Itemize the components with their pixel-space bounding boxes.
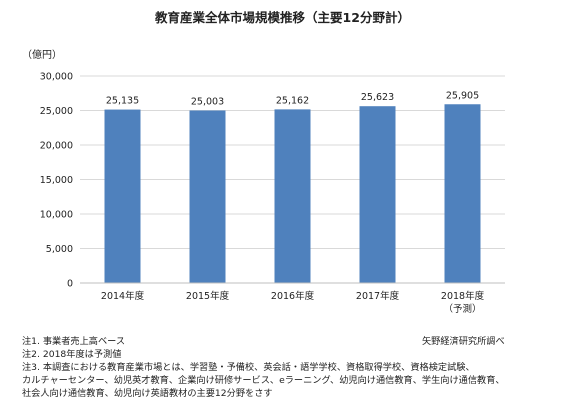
chart-title: 教育産業全体市場規模推移（主要12分野計）: [155, 10, 410, 25]
source-credit: 矢野経済研究所調べ: [422, 336, 505, 347]
value-label: 25,905: [446, 90, 479, 101]
value-labels: 25,135 25,003 25,162 25,623 25,905: [106, 90, 479, 107]
bar: [274, 109, 311, 283]
note-1: 注1. 事業者売上高ベース: [22, 336, 126, 347]
note-3-line-3: 社会人向け通信教育、幼児向け英語教材の主要12分野をさす: [22, 388, 273, 399]
x-tick-label: 2017年度: [356, 290, 400, 302]
y-tick-label: 0: [67, 279, 73, 290]
bars: [104, 104, 481, 284]
bar: [104, 109, 141, 283]
x-tick-label: 2014年度: [101, 290, 145, 302]
bar: [189, 110, 226, 283]
y-tick-label: 10,000: [40, 210, 73, 221]
value-label: 25,135: [106, 96, 139, 107]
bar: [444, 104, 481, 284]
x-tick-label: 2018年度: [441, 290, 485, 302]
y-tick-label: 5,000: [46, 244, 73, 255]
value-label: 25,162: [276, 95, 309, 106]
x-tick-label: 2015年度: [186, 290, 230, 302]
y-tick-label: 20,000: [40, 141, 73, 152]
bar-chart: 0 5,000 10,000 15,000 20,000 25,000 30,000 25,…: [40, 72, 505, 315]
y-axis-unit-label: （億円）: [22, 50, 62, 61]
x-tick-sublabel: （予測）: [443, 303, 481, 315]
value-label: 25,623: [361, 92, 394, 103]
y-axis-ticks: 0 5,000 10,000 15,000 20,000 25,000 30,000: [40, 72, 73, 290]
bar: [359, 106, 396, 284]
x-tick-label: 2016年度: [271, 290, 315, 302]
note-3: 注3. 本調査における教育産業市場とは、学習塾・予備校、英会話・語学学校、資格取…: [22, 362, 475, 373]
x-axis-ticks: 2014年度 2015年度 2016年度 2017年度 2018年度（予測）: [101, 290, 485, 315]
y-tick-label: 30,000: [40, 72, 73, 83]
y-tick-label: 15,000: [40, 175, 73, 186]
note-2: 注2. 2018年度は予測値: [22, 349, 122, 360]
note-3-line-2: カルチャーセンター、幼児英才教育、企業向け研修サービス、eラーニング、幼児向け通…: [22, 375, 505, 386]
value-label: 25,003: [191, 96, 224, 107]
y-tick-label: 25,000: [40, 106, 73, 117]
